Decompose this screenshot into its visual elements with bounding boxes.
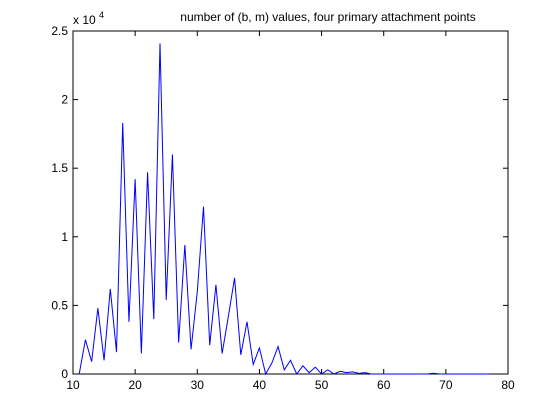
- x-axis-ticks: 10 20 30 40 50 60 70 80: [66, 31, 515, 392]
- series-line: [78, 43, 490, 376]
- y-tick-label: 0: [61, 367, 68, 381]
- x-tick-label: 10: [66, 378, 80, 392]
- y-tick-label: 2.5: [51, 24, 68, 38]
- y-tick-label: 1.5: [51, 161, 68, 175]
- x-tick-label: 20: [128, 378, 142, 392]
- series-layer: [78, 43, 490, 376]
- x-tick-label: 70: [439, 378, 453, 392]
- y-tick-label: 0.5: [51, 298, 68, 312]
- x-tick-label: 60: [377, 378, 391, 392]
- y-tick-label: 2: [61, 93, 68, 107]
- y-axis-ticks: 0 0.5 1 1.5 2 2.5: [51, 24, 508, 381]
- y-exponent-base: x 10: [73, 13, 96, 27]
- x-tick-label: 30: [191, 378, 205, 392]
- y-tick-label: 1: [61, 230, 68, 244]
- x-tick-label: 40: [253, 378, 267, 392]
- x-tick-label: 50: [315, 378, 329, 392]
- y-exponent-power: 4: [99, 10, 104, 20]
- x-tick-label: 80: [501, 378, 515, 392]
- plot-area: [72, 30, 509, 375]
- y-exponent-label: x 10 4: [73, 10, 104, 27]
- chart-title: number of (b, m) values, four primary at…: [180, 10, 475, 24]
